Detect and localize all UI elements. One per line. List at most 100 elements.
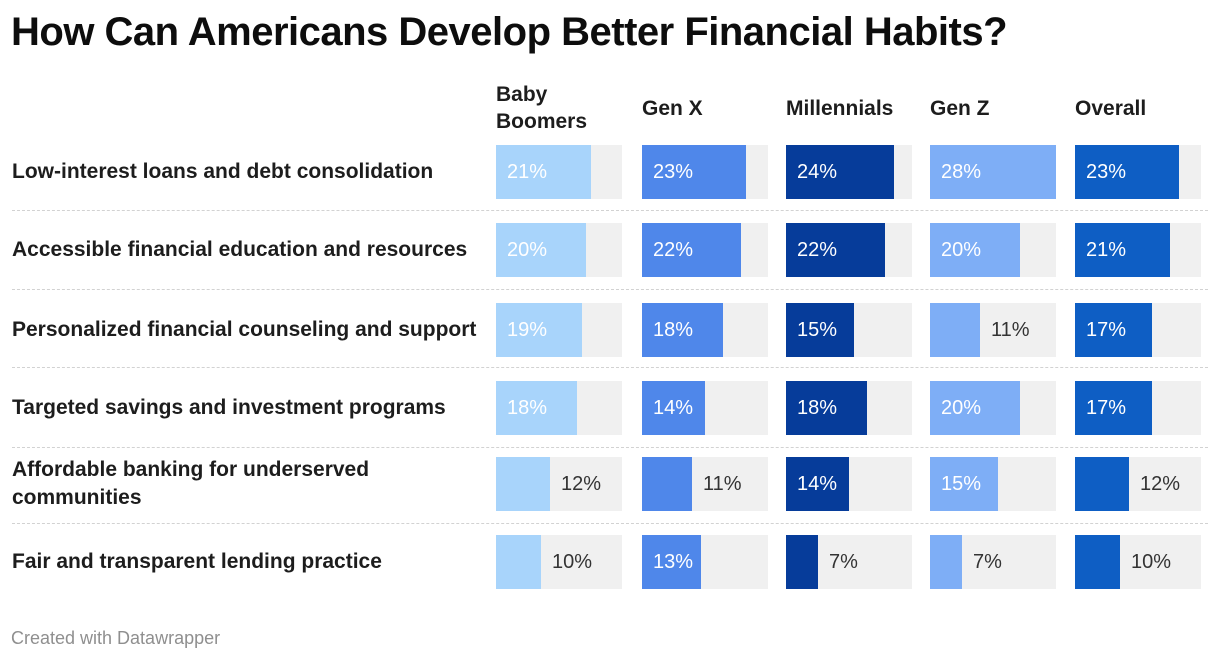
row-label: Fair and transparent lending practice <box>12 550 382 573</box>
data-label: 21% <box>507 160 548 183</box>
data-label: 10% <box>552 550 593 573</box>
data-label: 15% <box>797 318 838 341</box>
bar-track: 23% <box>642 145 768 199</box>
data-label: 22% <box>653 238 694 261</box>
row-divider <box>12 523 1208 524</box>
bar-overall <box>1075 223 1170 277</box>
bar-baby-boomers <box>496 535 541 589</box>
bar-track: 17% <box>1075 303 1201 357</box>
bar-baby-boomers <box>496 457 550 511</box>
bar-track: 7% <box>930 535 1056 589</box>
bar-track: 20% <box>930 381 1056 435</box>
bar-track: 19% <box>496 303 622 357</box>
data-label: 18% <box>507 396 548 419</box>
column-header-millennials: Millennials <box>786 96 894 120</box>
bar-baby-boomers <box>496 223 586 277</box>
bar-millennials <box>786 535 818 589</box>
bar-millennials <box>786 381 867 435</box>
chart-title: How Can Americans Develop Better Financi… <box>11 10 1008 54</box>
bar-track: 28% <box>930 145 1056 199</box>
column-header-baby-boomers: Baby Boomers <box>496 83 588 133</box>
column-header-gen-z: Gen Z <box>930 96 990 120</box>
data-label: 17% <box>1086 396 1127 419</box>
bar-track: 10% <box>496 535 622 589</box>
bar-track: 12% <box>496 457 622 511</box>
bar-track: 11% <box>930 303 1056 357</box>
data-label: 10% <box>1131 550 1172 573</box>
bar-track: 15% <box>786 303 912 357</box>
bar-gen-x <box>642 223 741 277</box>
data-label: 20% <box>941 238 982 261</box>
data-label: 23% <box>653 160 694 183</box>
data-label: 15% <box>941 472 982 495</box>
bar-millennials <box>786 145 894 199</box>
bar-track: 21% <box>496 145 622 199</box>
row-label: Accessible financial education and resou… <box>12 238 468 261</box>
row-label: Personalized financial counseling and su… <box>12 318 477 341</box>
bar-track: 17% <box>1075 381 1201 435</box>
data-label: 14% <box>653 396 694 419</box>
bar-track: 18% <box>642 303 768 357</box>
bar-gen-z <box>930 535 962 589</box>
row-divider <box>12 210 1208 211</box>
bar-track: 24% <box>786 145 912 199</box>
bar-gen-x <box>642 535 701 589</box>
bar-millennials <box>786 223 885 277</box>
data-label: 23% <box>1086 160 1127 183</box>
bar-track: 22% <box>642 223 768 277</box>
bar-track: 20% <box>496 223 622 277</box>
bar-track: 21% <box>1075 223 1201 277</box>
data-label: 7% <box>973 550 1002 573</box>
data-label: 7% <box>829 550 858 573</box>
bar-baby-boomers <box>496 381 577 435</box>
bar-track: 23% <box>1075 145 1201 199</box>
bar-track: 15% <box>930 457 1056 511</box>
bar-gen-z <box>930 381 1020 435</box>
bar-track: 14% <box>642 381 768 435</box>
bar-track: 14% <box>786 457 912 511</box>
bar-baby-boomers <box>496 145 591 199</box>
bar-millennials <box>786 303 854 357</box>
bar-gen-x <box>642 303 723 357</box>
data-label: 22% <box>797 238 838 261</box>
data-label: 12% <box>561 472 602 495</box>
row-divider <box>12 367 1208 368</box>
bar-track: 7% <box>786 535 912 589</box>
bar-millennials <box>786 457 849 511</box>
row-label: Low-interest loans and debt consolidatio… <box>12 160 434 183</box>
data-label: 21% <box>1086 238 1127 261</box>
bar-track: 13% <box>642 535 768 589</box>
data-label: 13% <box>653 550 694 573</box>
data-label: 17% <box>1086 318 1127 341</box>
column-header-overall: Overall <box>1075 96 1147 120</box>
data-label: 28% <box>941 160 982 183</box>
data-label: 11% <box>991 318 1030 341</box>
row-divider <box>12 447 1208 448</box>
row-label: Affordable banking for underserved commu… <box>12 458 370 509</box>
data-label: 19% <box>507 318 548 341</box>
bar-track: 12% <box>1075 457 1201 511</box>
bar-gen-z <box>930 457 998 511</box>
data-label: 12% <box>1140 472 1181 495</box>
column-header-gen-x: Gen X <box>642 96 703 120</box>
bar-overall <box>1075 145 1179 199</box>
data-label: 18% <box>653 318 694 341</box>
bar-gen-z <box>930 145 1056 199</box>
data-label: 11% <box>703 472 742 495</box>
bar-track: 22% <box>786 223 912 277</box>
bar-gen-x <box>642 381 705 435</box>
bar-track: 18% <box>786 381 912 435</box>
bar-gen-z <box>930 223 1020 277</box>
bar-overall <box>1075 303 1152 357</box>
data-label: 20% <box>507 238 548 261</box>
data-label: 14% <box>797 472 838 495</box>
bar-overall <box>1075 381 1152 435</box>
bar-gen-x <box>642 457 692 511</box>
bar-track: 20% <box>930 223 1056 277</box>
bar-baby-boomers <box>496 303 582 357</box>
row-divider <box>12 289 1208 290</box>
credit-text: Created with Datawrapper <box>11 628 221 648</box>
bar-gen-z <box>930 303 980 357</box>
bar-overall <box>1075 535 1120 589</box>
data-label: 24% <box>797 160 838 183</box>
